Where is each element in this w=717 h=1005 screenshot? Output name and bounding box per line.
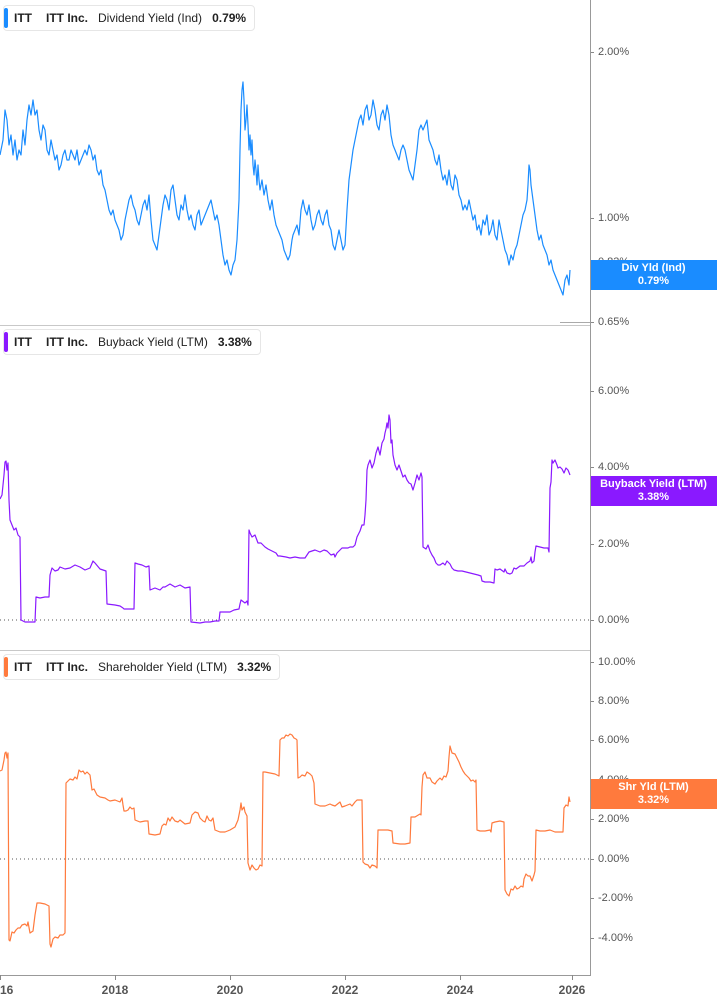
shareholder-yield-line-chart — [0, 733, 590, 948]
series-color-swatch — [4, 332, 8, 352]
legend-metric: Buyback Yield (LTM) — [98, 335, 208, 349]
legend-company: ITT Inc. — [46, 660, 88, 674]
x-tick-mark — [230, 975, 231, 980]
y-tick-label: 0.65% — [598, 316, 630, 328]
y-tick-mark — [590, 898, 594, 899]
y-tick-mark — [590, 740, 594, 741]
badge-label: Div Yld (Ind) — [621, 262, 686, 274]
y-tick-mark — [590, 218, 594, 219]
y-tick-mark — [590, 467, 594, 468]
y-tick-mark — [590, 544, 594, 545]
y-tick-label: 2.00% — [598, 538, 630, 550]
y-tick-label: 6.00% — [598, 385, 630, 397]
x-tick-mark — [345, 975, 346, 980]
series-color-swatch — [4, 657, 8, 677]
y-tick-label: 8.00% — [598, 695, 630, 707]
legend-dividend-yield[interactable]: ITT ITT Inc. Dividend Yield (Ind) 0.79% — [3, 5, 256, 31]
panel-divider — [0, 650, 590, 651]
x-tick-mark — [460, 975, 461, 980]
x-tick-mark — [572, 975, 573, 980]
y-tick-mark — [590, 701, 594, 702]
x-axis-line — [0, 975, 591, 976]
badge-value: 3.38% — [637, 491, 670, 503]
legend-value: 3.38% — [217, 335, 252, 349]
panel-buyback-yield: ITT ITT Inc. Buyback Yield (LTM) 3.38% 6… — [0, 325, 717, 650]
x-tick-label: 2024 — [446, 983, 474, 997]
y-tick-label: 0.00% — [598, 614, 630, 626]
y-tick-label: 2.00% — [598, 813, 630, 825]
badge-value: 0.79% — [637, 275, 670, 287]
legend-metric: Shareholder Yield (LTM) — [98, 660, 228, 674]
badge-label: Shr Yld (LTM) — [618, 781, 689, 793]
last-value-badge-shareholder: Shr Yld (LTM) 3.32% — [590, 779, 717, 809]
x-tick-label: 2022 — [331, 983, 359, 997]
legend-value: 0.79% — [212, 11, 247, 25]
x-tick-label: 2020 — [216, 983, 244, 997]
y-tick-label: -4.00% — [598, 932, 633, 944]
y-tick-mark — [590, 52, 594, 53]
badge-value: 3.32% — [637, 794, 670, 806]
x-tick-label: 2016 — [0, 983, 14, 997]
last-value-badge-dividend: Div Yld (Ind) 0.79% — [590, 260, 717, 290]
y-tick-mark — [590, 322, 594, 323]
last-value-badge-buyback: Buyback Yield (LTM) 3.38% — [590, 476, 717, 506]
buyback-yield-line-chart — [0, 414, 590, 624]
x-tick-mark — [115, 975, 116, 980]
x-tick-label: 2026 — [558, 983, 586, 997]
legend-shareholder-yield[interactable]: ITT ITT Inc. Shareholder Yield (LTM) 3.3… — [3, 654, 281, 680]
y-tick-label: 6.00% — [598, 734, 630, 746]
legend-ticker: ITT — [14, 660, 32, 674]
x-tick-label: 2018 — [101, 983, 129, 997]
dividend-yield-line-chart — [0, 81, 571, 296]
panel-shareholder-yield: ITT ITT Inc. Shareholder Yield (LTM) 3.3… — [0, 650, 717, 975]
y-tick-label: 0.00% — [598, 853, 630, 865]
y-tick-mark — [590, 859, 594, 860]
y-tick-mark — [590, 620, 594, 621]
legend-value: 3.32% — [237, 660, 272, 674]
y-tick-label: 4.00% — [598, 461, 630, 473]
y-tick-label: -2.00% — [598, 892, 633, 904]
legend-company: ITT Inc. — [46, 335, 88, 349]
y-axis-line — [590, 0, 591, 975]
badge-label: Buyback Yield (LTM) — [600, 478, 707, 490]
panel-dividend-yield: ITT ITT Inc. Dividend Yield (Ind) 0.79% … — [0, 0, 717, 328]
y-tick-mark — [590, 938, 594, 939]
legend-ticker: ITT — [14, 335, 32, 349]
x-tick-mark — [0, 975, 1, 980]
y-tick-label: 1.00% — [598, 212, 630, 224]
last-value-guide — [560, 322, 590, 323]
y-tick-mark — [590, 819, 594, 820]
panel-divider — [0, 325, 590, 326]
legend-company: ITT Inc. — [46, 11, 88, 25]
y-tick-label: 10.00% — [598, 656, 636, 668]
legend-metric: Dividend Yield (Ind) — [98, 11, 203, 25]
legend-buyback-yield[interactable]: ITT ITT Inc. Buyback Yield (LTM) 3.38% — [3, 329, 261, 355]
y-tick-mark — [590, 662, 594, 663]
series-color-swatch — [4, 8, 8, 28]
y-tick-label: 2.00% — [598, 46, 630, 58]
legend-ticker: ITT — [14, 11, 32, 25]
y-tick-mark — [590, 391, 594, 392]
